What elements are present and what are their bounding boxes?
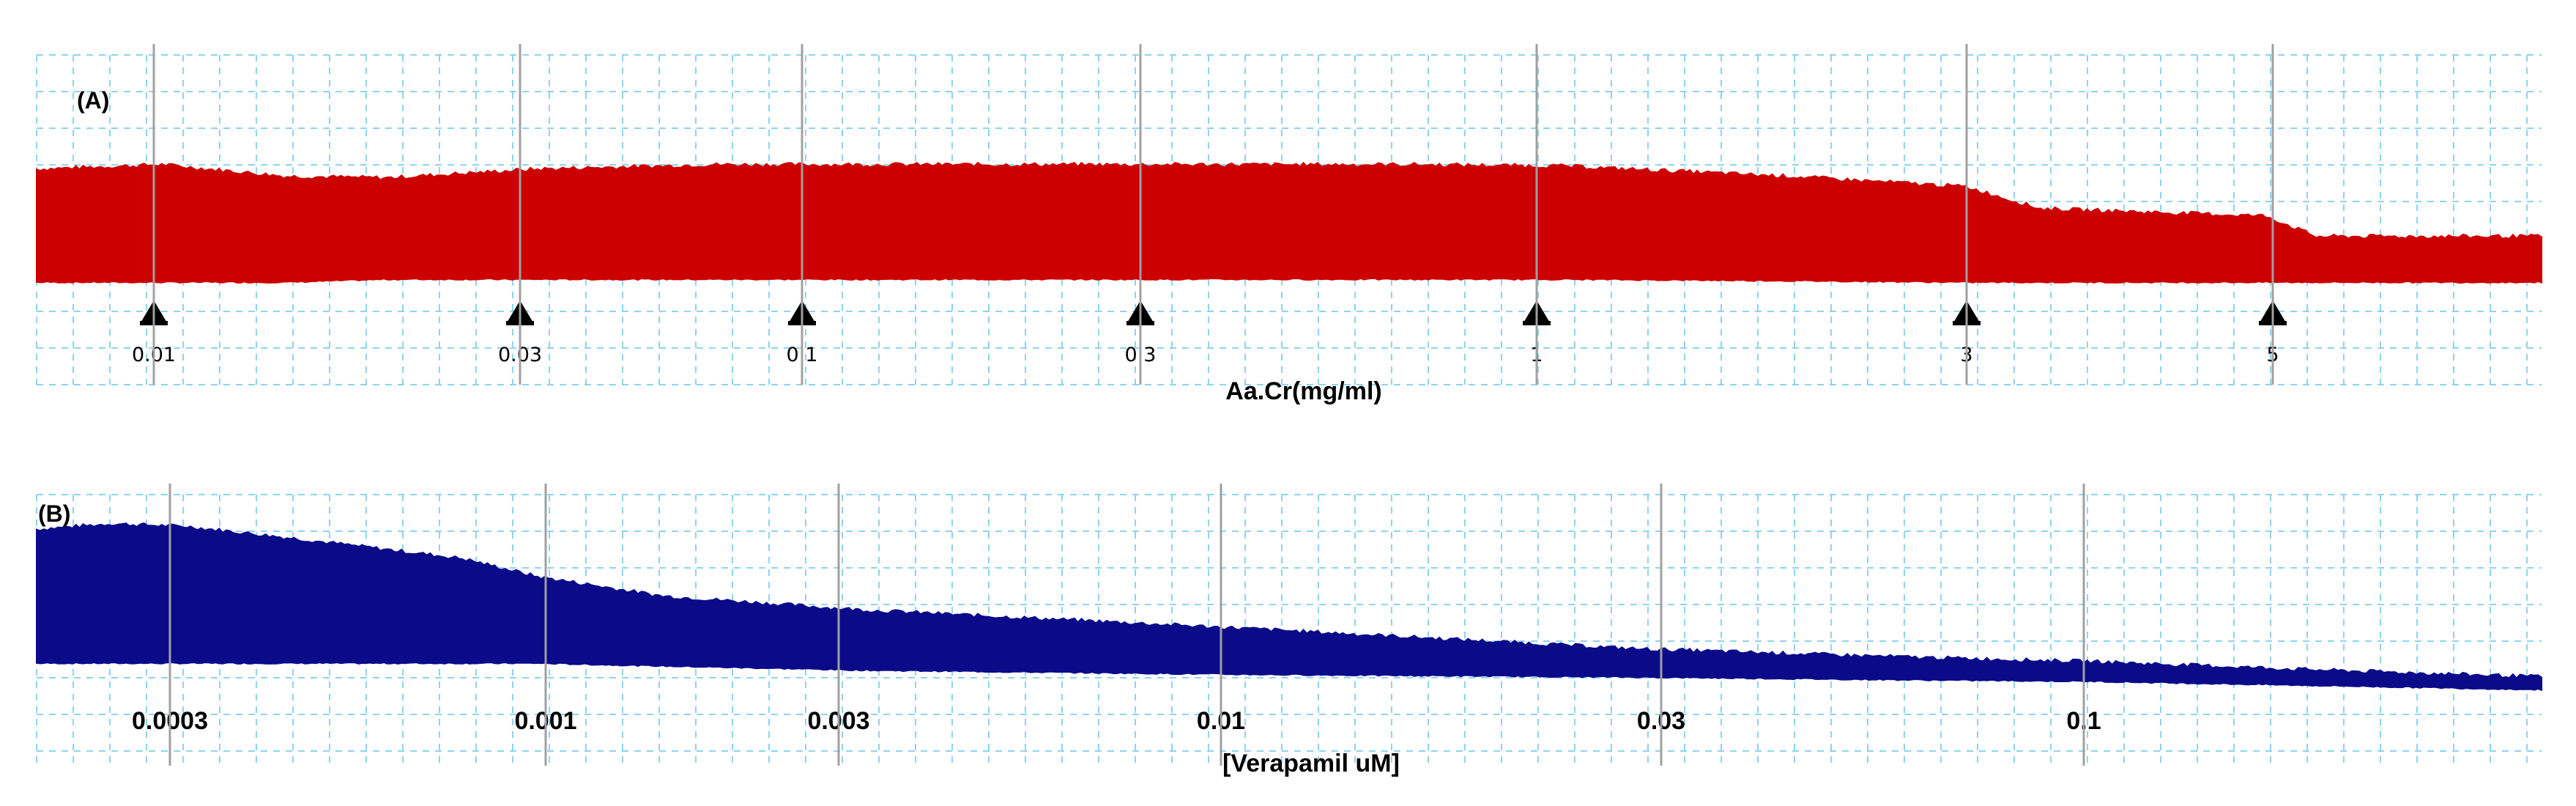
trace-a xyxy=(36,161,2542,284)
trace-b xyxy=(36,522,2542,692)
dose-labels-b: 0.0003 0.001 0.003 0.01 0.03 0.1 xyxy=(132,707,2101,735)
panel-label-a: (A) xyxy=(77,87,109,114)
dose-lines-a xyxy=(152,44,2274,385)
dose-labels-a: 0.010.030.10.3135 xyxy=(132,344,2279,366)
dose-markers-a xyxy=(140,300,2287,325)
panel-b: 0.0003 0.001 0.003 0.01 0.03 0.1 (B) [Verapam… xyxy=(36,484,2542,777)
x-axis-title-a: Aa.Cr(mg/ml) xyxy=(1225,377,1381,405)
x-axis-title-b: [Verapamil uM] xyxy=(1222,750,1400,777)
panel-a: 0.010.030.10.3135 (A) Aa.Cr(mg/ml) xyxy=(36,44,2542,405)
dose-lines-b xyxy=(168,484,2085,766)
panel-label-b: (B) xyxy=(38,500,70,527)
